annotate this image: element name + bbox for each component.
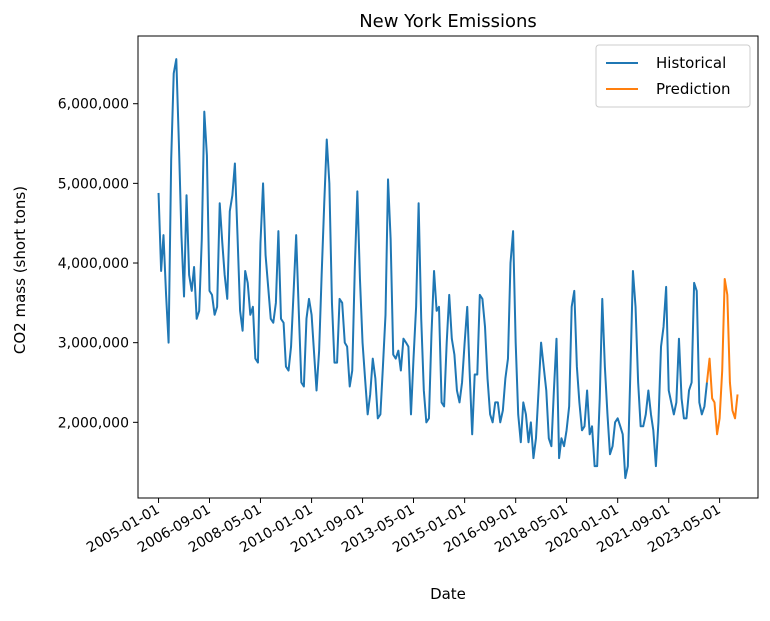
plot-area (157, 58, 739, 480)
y-axis-label: CO2 mass (short tons) (11, 186, 29, 354)
y-tick-label: 4,000,000 (58, 256, 129, 272)
y-tick-label: 2,000,000 (58, 415, 129, 431)
legend-box (595, 44, 751, 108)
series-line-historical (157, 58, 708, 480)
legend: Historical Prediction (595, 44, 751, 108)
series-line-prediction (705, 277, 739, 436)
legend-label-prediction: Prediction (656, 80, 731, 98)
legend-label-historical: Historical (656, 54, 726, 72)
y-tick-label: 3,000,000 (58, 336, 129, 352)
axes-frame (137, 35, 759, 499)
chart-title: New York Emissions (359, 11, 537, 32)
y-tick-label: 6,000,000 (58, 97, 129, 113)
y-tick-label: 5,000,000 (58, 176, 129, 192)
x-axis-label: Date (430, 585, 466, 603)
